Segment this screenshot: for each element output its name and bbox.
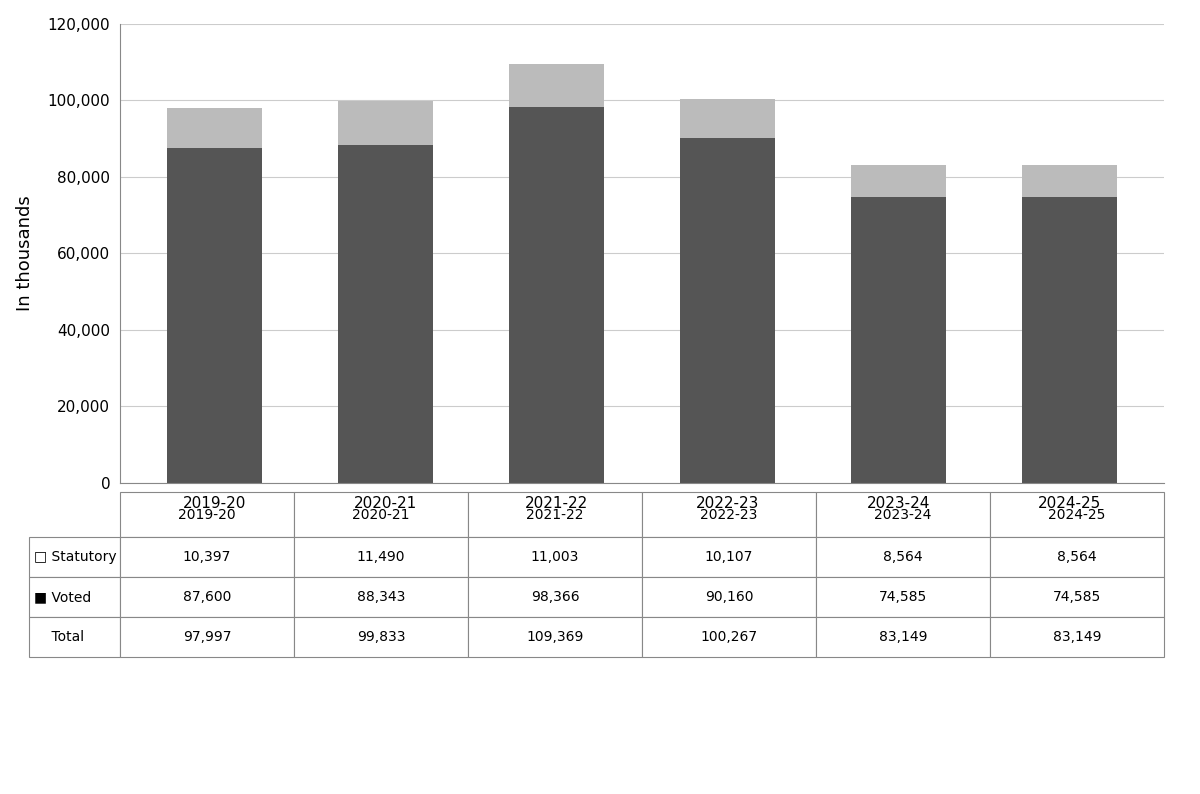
Bar [168,108,262,148]
Bar [338,145,432,483]
Bar [168,148,262,483]
Bar [510,64,604,106]
Bar [1022,164,1116,198]
Bar [680,138,774,483]
Bar [510,106,604,483]
Bar [338,101,432,145]
Bar [852,164,946,198]
Bar [680,99,774,138]
Y-axis label: In thousands: In thousands [16,195,34,311]
Bar [852,198,946,483]
Bar [1022,198,1116,483]
